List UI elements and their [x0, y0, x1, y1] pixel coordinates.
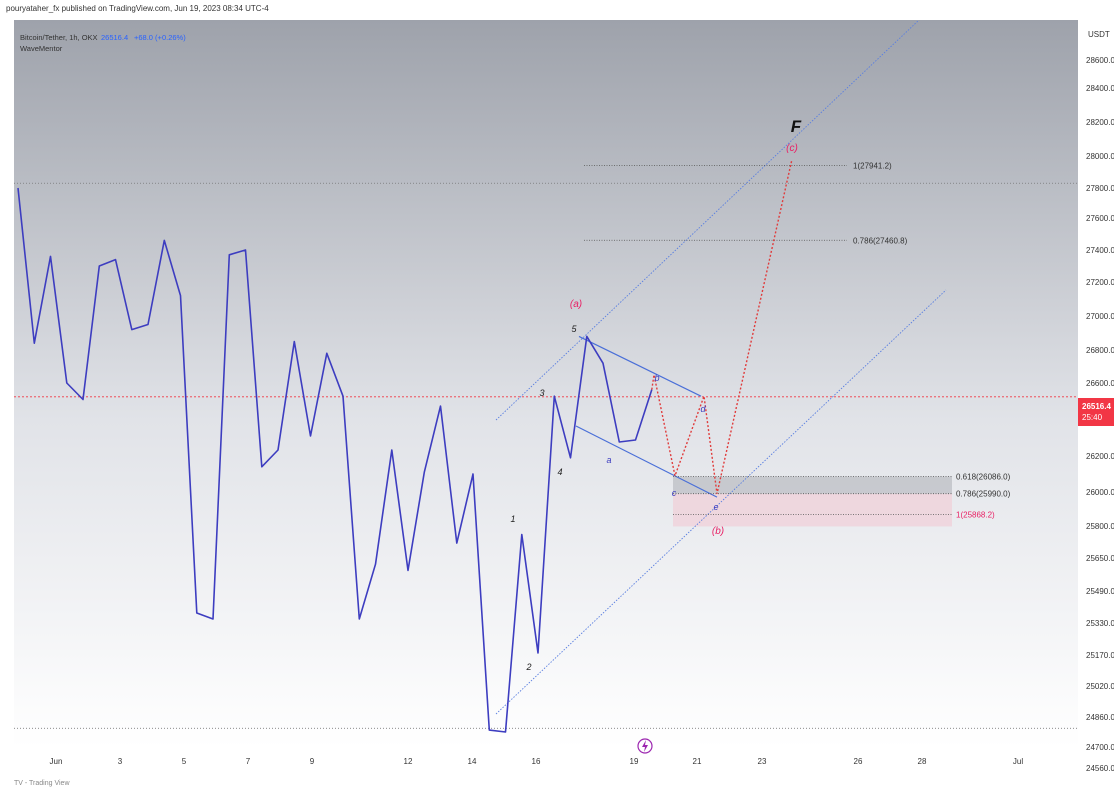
fib-zone-pink — [673, 493, 952, 527]
y-tick-label: 28000.0 — [1086, 152, 1114, 161]
wave-label: e — [713, 502, 718, 512]
plot-background — [14, 20, 1078, 748]
footer-text: TV - Trading View — [14, 780, 70, 787]
wave-labels: 1 2 3 4 5 a b c d e (a) (b) (c) F — [510, 117, 801, 672]
wave-label: d — [700, 404, 706, 414]
wave-label: (a) — [570, 299, 582, 310]
channel-lower-line — [495, 289, 947, 715]
y-tick-label: 25020.0 — [1086, 682, 1114, 691]
y-tick-label: 25490.0 — [1086, 587, 1114, 596]
wave-label: (c) — [786, 143, 798, 154]
trend-channel — [495, 19, 947, 715]
wave-label: 4 — [557, 467, 562, 477]
y-tick-label: 26600.0 — [1086, 379, 1114, 388]
x-tick-label: Jun — [50, 757, 63, 766]
y-tick-label: 24700.0 — [1086, 743, 1114, 752]
wedge-lower-line — [575, 425, 718, 498]
fib-level-label: 1(27941.2) — [853, 161, 892, 170]
fib-level-label: 0.786(25990.0) — [956, 490, 1011, 499]
y-tick-label: 28600.0 — [1086, 56, 1114, 65]
current-price-badge — [1078, 398, 1114, 426]
current-price-marker[interactable]: 26516.4 25:40 — [1078, 398, 1114, 426]
x-tick-label: 23 — [758, 757, 767, 766]
x-tick-label: 21 — [693, 757, 702, 766]
legend-indicator: WaveMentor — [20, 44, 63, 53]
x-tick-label: 9 — [310, 757, 315, 766]
chart-frame[interactable]: 1(27941.2) 0.786(27460.8) 0.618(26086.0) 0.… — [14, 19, 1114, 792]
y-tick-label: 28400.0 — [1086, 84, 1114, 93]
price-chart[interactable]: 1(27941.2) 0.786(27460.8) 0.618(26086.0) 0.… — [14, 19, 1114, 792]
price-axis: 28600.0 28400.0 28200.0 28000.0 27800.0 27600… — [1086, 56, 1114, 773]
y-tick-label: 25650.0 — [1086, 554, 1114, 563]
wave-label: c — [672, 488, 677, 498]
time-axis-background — [14, 748, 1114, 792]
wave-label: (b) — [712, 526, 724, 537]
y-tick-label: 27200.0 — [1086, 278, 1114, 287]
x-tick-label: 28 — [918, 757, 927, 766]
legend-price: 26516.4 — [101, 33, 128, 42]
y-tick-label: 25330.0 — [1086, 619, 1114, 628]
wave-label: 2 — [525, 662, 531, 672]
publish-header: pouryataher_fx published on TradingView.… — [0, 0, 1114, 20]
chart-legend: Bitcoin/Tether, 1h, OKX 26516.4 +68.0 (+… — [20, 33, 186, 53]
y-tick-label: 25800.0 — [1086, 522, 1114, 531]
y-tick-label: 27000.0 — [1086, 312, 1114, 321]
axis-currency: USDT — [1088, 30, 1110, 39]
y-tick-label: 26200.0 — [1086, 452, 1114, 461]
legend-change: +68.0 (+0.26%) — [134, 33, 186, 42]
wave-label: 5 — [571, 324, 577, 334]
time-axis: Jun 3 5 7 9 12 14 16 19 21 23 26 28 Jul — [50, 757, 1024, 766]
x-tick-label: 16 — [532, 757, 541, 766]
y-tick-label: 27400.0 — [1086, 246, 1114, 255]
fib-zone-grey — [673, 476, 952, 494]
wave-wedge — [575, 335, 718, 498]
y-tick-label: 27800.0 — [1086, 184, 1114, 193]
y-tick-label: 24560.0 — [1086, 764, 1114, 773]
y-tick-label: 24860.0 — [1086, 713, 1114, 722]
wave-label: a — [606, 455, 611, 465]
x-tick-label: 7 — [246, 757, 251, 766]
lightning-icon[interactable] — [637, 738, 653, 754]
channel-upper-line — [495, 19, 920, 421]
y-tick-label: 25170.0 — [1086, 651, 1114, 660]
horizontal-lines — [14, 182, 1078, 729]
price-line — [17, 187, 653, 733]
legend-symbol: Bitcoin/Tether, 1h, OKX — [20, 33, 98, 42]
y-tick-label: 26000.0 — [1086, 488, 1114, 497]
wedge-upper-line — [578, 335, 702, 397]
wave-label: 1 — [510, 514, 515, 524]
wave-label: b — [654, 373, 659, 383]
y-tick-label: 27600.0 — [1086, 214, 1114, 223]
fib-level-label: 0.786(27460.8) — [853, 236, 908, 245]
y-tick-label: 26800.0 — [1086, 346, 1114, 355]
fib-zones — [673, 476, 952, 527]
fib-level-label: 1(25868.2) — [956, 510, 995, 519]
wave-label: F — [791, 117, 802, 136]
x-tick-label: 5 — [182, 757, 187, 766]
x-tick-label: 12 — [404, 757, 413, 766]
x-tick-label: 19 — [630, 757, 639, 766]
countdown-label: 25:40 — [1082, 413, 1103, 422]
publish-line: pouryataher_fx published on TradingView.… — [6, 4, 269, 13]
projection-line — [651, 159, 793, 494]
y-tick-label: 28200.0 — [1086, 118, 1114, 127]
fib-levels: 1(27941.2) 0.786(27460.8) 0.618(26086.0) 0.… — [584, 161, 1011, 519]
wave-label: 3 — [539, 388, 544, 398]
current-price-label: 26516.4 — [1082, 402, 1111, 411]
x-tick-label: 26 — [854, 757, 863, 766]
x-tick-label: Jul — [1013, 757, 1023, 766]
x-tick-label: 14 — [468, 757, 477, 766]
x-tick-label: 3 — [118, 757, 123, 766]
fib-level-label: 0.618(26086.0) — [956, 473, 1011, 482]
price-axis-background — [1078, 20, 1114, 748]
